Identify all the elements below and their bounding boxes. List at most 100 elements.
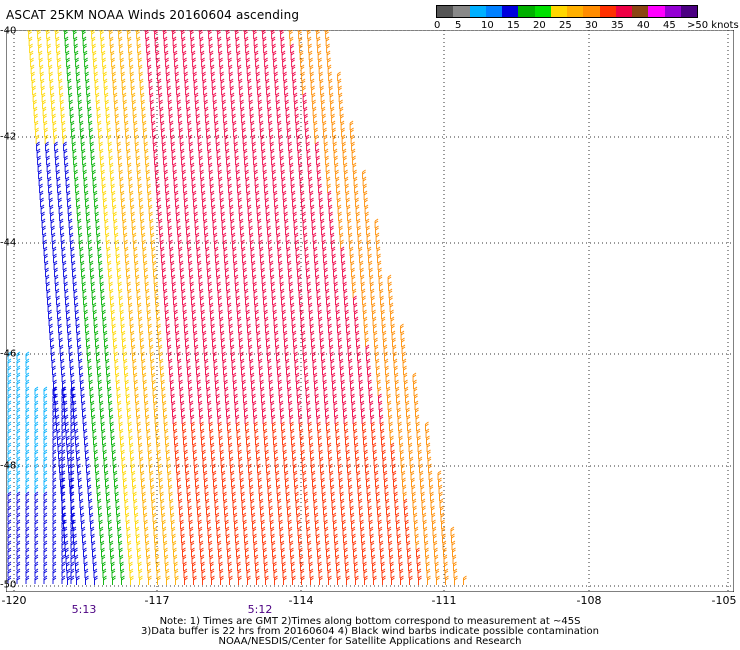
wind-barb-1849: [394, 365, 398, 375]
wind-barb-225: [219, 64, 224, 74]
wind-barb-1380: [82, 288, 87, 298]
wind-barb-909: [274, 197, 278, 207]
wind-barb-1597: [283, 323, 287, 333]
wind-barb-1498: [93, 309, 97, 319]
wind-barb-1294: [351, 267, 355, 277]
wind-barb-1303: [90, 274, 95, 284]
wind-barb-1170: [259, 246, 264, 256]
wind-barb-1300: [63, 274, 68, 284]
wind-barb-25: [252, 30, 254, 32]
wind-barb-59: [253, 30, 257, 39]
wind-barb-838: [300, 183, 304, 193]
wind-barb-1067: [357, 225, 361, 235]
wind-barb-805: [335, 176, 340, 186]
wind-barb-531: [143, 127, 147, 137]
wind-barb-997: [68, 218, 73, 228]
wind-barb-775: [65, 176, 70, 186]
wind-barb-1390: [172, 288, 177, 298]
wind-barb-643: [180, 148, 185, 158]
wind-barb-234: [300, 64, 305, 74]
wind-barb-575: [215, 134, 220, 144]
wind-barb-876: [309, 190, 314, 200]
wind-barb-988: [320, 211, 324, 221]
wind-barb-1835: [268, 365, 272, 375]
wind-barb-498: [169, 120, 174, 130]
wind-barb-1779: [123, 358, 128, 368]
wind-barb-804: [326, 176, 331, 186]
wind-barb-703: [73, 162, 78, 172]
wind-barb-70: [46, 36, 51, 46]
wind-barb-1691: [50, 344, 55, 354]
wind-barb-1241: [215, 260, 220, 270]
wind-barb-1545: [165, 316, 170, 326]
wind-barb-1805: [357, 358, 362, 368]
wind-barb-155: [200, 50, 205, 60]
wind-barb-647: [216, 148, 221, 158]
wind-barb-404: [267, 99, 271, 109]
wind-barb-941: [229, 204, 234, 214]
wind-barb-1657: [104, 337, 108, 347]
wind-barb-167: [308, 50, 313, 60]
legend-tick-labels: 0 5 10 15 20 25 30 35 40 45 >50 knots: [434, 18, 740, 32]
wind-barb-1029: [356, 218, 361, 228]
wind-barb-1550: [210, 316, 215, 326]
wind-barb-1618: [112, 330, 117, 340]
wind-barb-434: [222, 106, 227, 116]
wind-barb-436: [240, 106, 245, 116]
wind-barb-100: [316, 36, 321, 46]
wind-barb-174: [66, 57, 70, 67]
wind-barb-781: [119, 176, 124, 186]
wind-barb-1698: [113, 344, 118, 354]
wind-barb-1116: [115, 239, 119, 249]
wind-barb-741: [92, 169, 96, 179]
wind-barb-121: [200, 43, 204, 53]
wind-barb-1372: [361, 281, 365, 291]
wind-barb-830: [228, 183, 232, 193]
wind-barb-1171: [268, 246, 273, 256]
wind-barb-834: [264, 183, 268, 193]
wind-barb-1048: [186, 225, 190, 235]
wind-barb-349: [86, 92, 91, 102]
wind-barb-1721: [320, 344, 325, 354]
wind-barb-716: [190, 162, 195, 172]
wind-barb-605: [162, 141, 166, 151]
wind-barb-570: [170, 134, 175, 144]
wind-barb-450: [52, 113, 56, 123]
wind-barb-1848: [385, 365, 389, 375]
wind-barb-1641: [319, 330, 324, 340]
wind-barb-1458: [83, 302, 88, 312]
wind-barb-1629: [211, 330, 216, 340]
wind-barb-1668: [203, 337, 207, 347]
wind-barb-1759: [303, 351, 307, 361]
wind-barb-1398: [244, 288, 249, 298]
wind-barb-1411: [361, 288, 366, 298]
wind-barb-427: [159, 106, 164, 116]
wind-barb-1027: [338, 218, 343, 228]
wind-barb-424: [132, 106, 137, 116]
wind-barb-1777: [105, 358, 110, 368]
wind-barb-58: [244, 30, 248, 39]
wind-barb-754: [209, 169, 213, 179]
wind-barb-925: [85, 204, 90, 214]
wind-barb-1198: [170, 253, 174, 263]
wind-barb-687: [253, 155, 257, 165]
wind-barb-983: [275, 211, 279, 221]
wind-barb-589: [341, 134, 346, 144]
wind-barb-917: [346, 197, 350, 207]
wind-barb-1070: [42, 232, 47, 242]
wind-barb-1078: [114, 232, 119, 242]
wind-barb-1135: [286, 239, 290, 249]
wind-barb-996: [59, 218, 64, 228]
wind-barb-319: [131, 85, 135, 95]
wind-barb-1213: [305, 253, 309, 263]
wind-barb-470: [232, 113, 236, 123]
wind-barb-14: [153, 30, 155, 32]
wind-barb-278: [76, 78, 81, 88]
wind-barb-1661: [140, 337, 144, 347]
wind-barb-1723: [338, 344, 343, 354]
wind-barb-124: [227, 43, 231, 53]
wind-barb-1631: [229, 330, 234, 340]
wind-barb-1401: [271, 288, 276, 298]
wind-barb-993: [365, 211, 369, 221]
wind-barb-646: [207, 148, 212, 158]
